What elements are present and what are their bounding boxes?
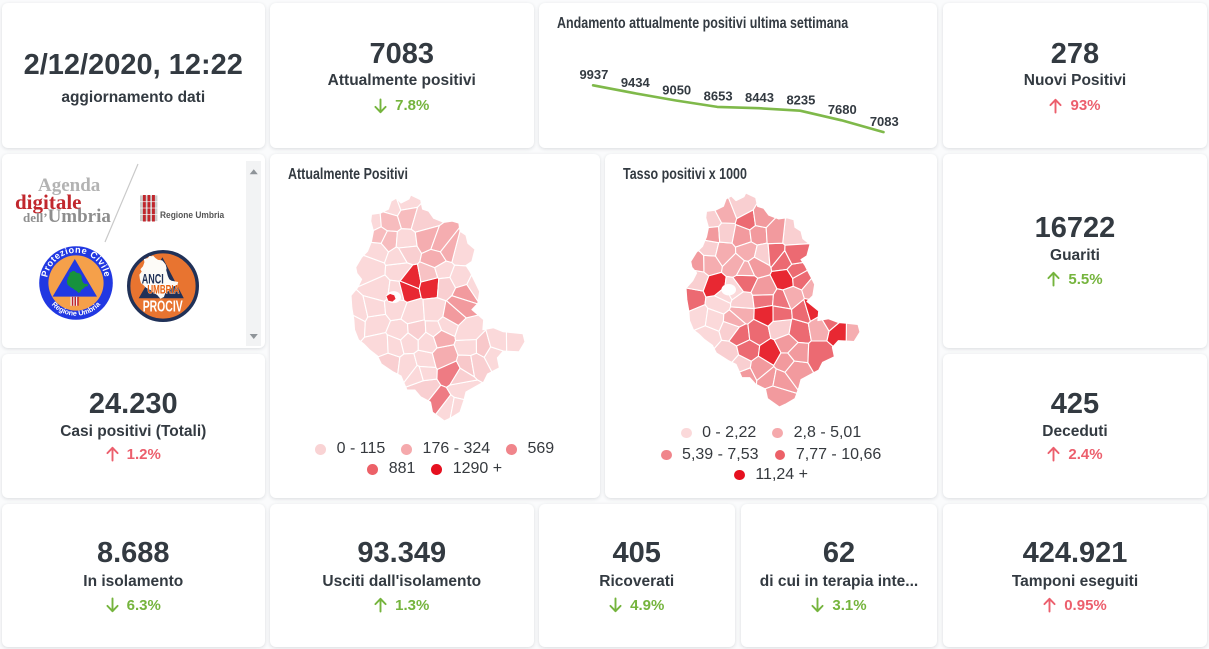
svg-text:9434: 9434 xyxy=(620,75,650,90)
svg-text:8443: 8443 xyxy=(745,90,774,105)
svg-text:UMBRIA: UMBRIA xyxy=(147,285,179,297)
svg-text:ANCI: ANCI xyxy=(141,271,163,287)
svg-text:PROCIV: PROCIV xyxy=(142,298,182,315)
svg-text:8235: 8235 xyxy=(786,93,815,108)
svg-text:7083: 7083 xyxy=(869,114,898,129)
svg-text:9050: 9050 xyxy=(662,82,691,97)
svg-text:8653: 8653 xyxy=(703,89,732,104)
svg-text:9937: 9937 xyxy=(579,67,608,82)
svg-text:7680: 7680 xyxy=(827,102,856,117)
